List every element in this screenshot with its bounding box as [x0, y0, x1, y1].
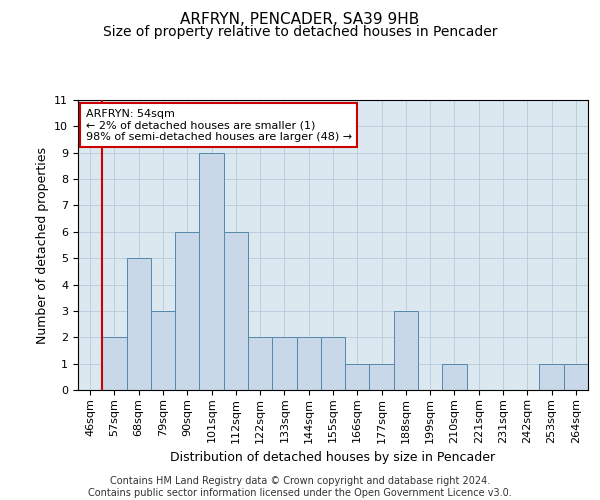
Text: Size of property relative to detached houses in Pencader: Size of property relative to detached ho… [103, 25, 497, 39]
Bar [199, 152, 224, 390]
Bar [296, 338, 321, 390]
Y-axis label: Number of detached properties: Number of detached properties [36, 146, 49, 344]
Bar [442, 364, 467, 390]
Bar [272, 338, 296, 390]
Bar [539, 364, 564, 390]
Bar [175, 232, 199, 390]
Bar [102, 338, 127, 390]
Bar [151, 311, 175, 390]
Text: Contains HM Land Registry data © Crown copyright and database right 2024.
Contai: Contains HM Land Registry data © Crown c… [88, 476, 512, 498]
Bar [321, 338, 345, 390]
Bar [345, 364, 370, 390]
Bar [370, 364, 394, 390]
Bar [564, 364, 588, 390]
Bar [224, 232, 248, 390]
Text: ARFRYN, PENCADER, SA39 9HB: ARFRYN, PENCADER, SA39 9HB [181, 12, 419, 28]
Bar [127, 258, 151, 390]
X-axis label: Distribution of detached houses by size in Pencader: Distribution of detached houses by size … [170, 451, 496, 464]
Bar [248, 338, 272, 390]
Text: ARFRYN: 54sqm
← 2% of detached houses are smaller (1)
98% of semi-detached house: ARFRYN: 54sqm ← 2% of detached houses ar… [86, 108, 352, 142]
Bar [394, 311, 418, 390]
